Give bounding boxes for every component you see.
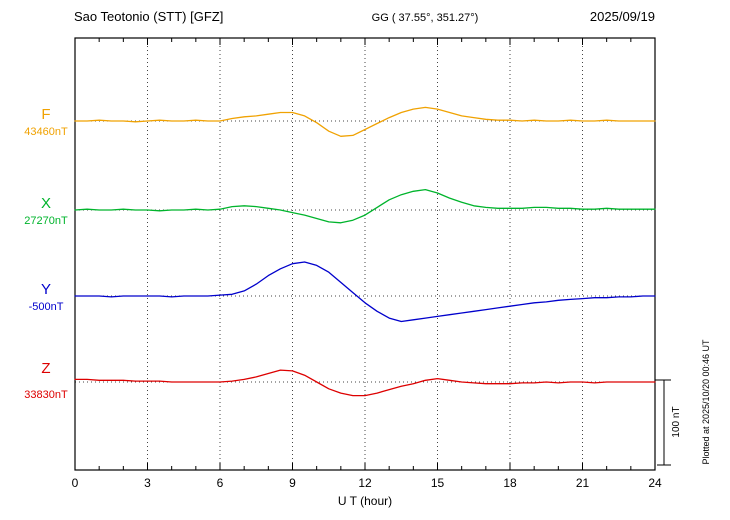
x-tick-label: 21	[575, 476, 590, 490]
trace-letter-f: F	[41, 106, 51, 123]
x-tick-label: 9	[289, 476, 296, 490]
x-tick-label: 18	[503, 476, 517, 490]
trace-letter-y: Y	[40, 281, 51, 298]
x-tick-label: 3	[144, 476, 151, 490]
plot-date: 2025/09/19	[589, 9, 655, 24]
trace-letter-z: Z	[41, 360, 51, 377]
trace-baseline-y: -500nT	[28, 301, 64, 313]
x-tick-label: 24	[648, 476, 662, 490]
x-tick-label: 12	[358, 476, 372, 490]
trace-baseline-x: 27270nT	[24, 215, 68, 227]
plotted-at-note: Plotted at 2025/10/20 00:46 UT	[701, 339, 711, 465]
x-tick-label: 6	[216, 476, 224, 490]
gg-coordinates: GG ( 37.55°, 351.27°)	[371, 12, 479, 24]
x-tick-label: 15	[430, 476, 445, 490]
trace-baseline-z: 33830nT	[24, 389, 68, 401]
x-tick-label: 0	[71, 476, 79, 490]
trace-baseline-f: 43460nT	[24, 126, 68, 138]
trace-letter-x: X	[40, 195, 51, 212]
scale-bar-label: 100 nT	[671, 406, 682, 438]
station-title: Sao Teotonio (STT) [GFZ]	[74, 9, 224, 24]
x-axis-label: U T (hour)	[337, 494, 393, 508]
